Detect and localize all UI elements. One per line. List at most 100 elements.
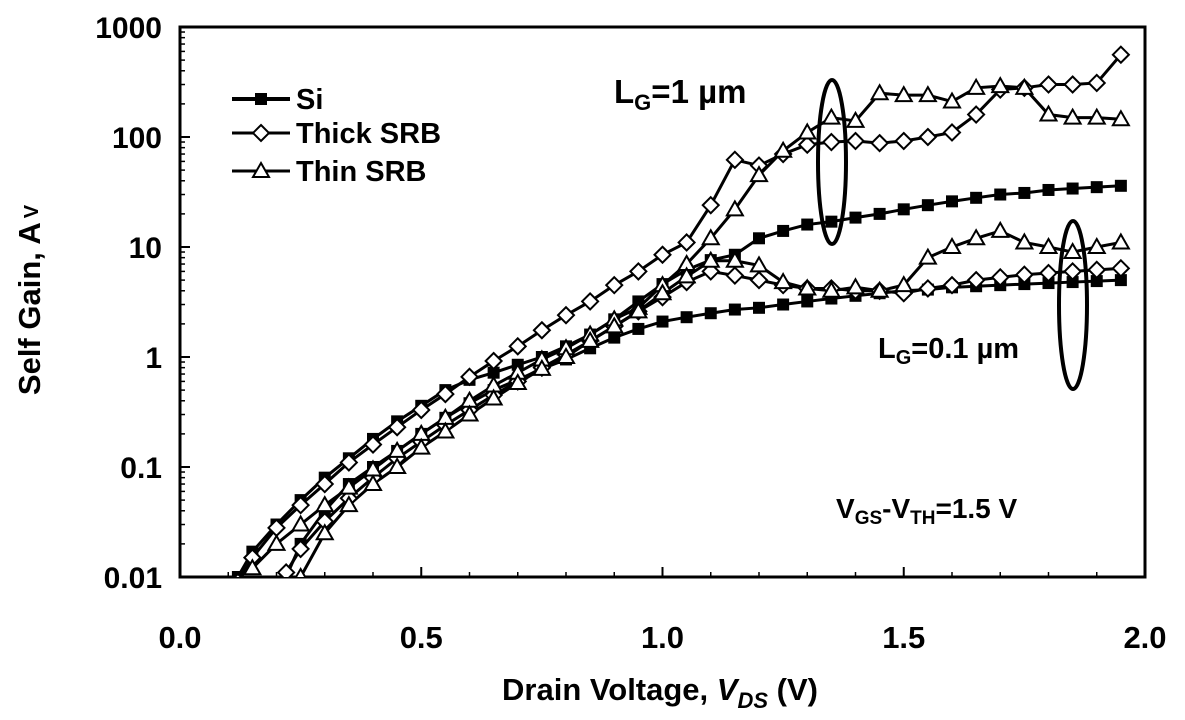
data-point-thin-srb [894,85,914,103]
data-point-thin-srb [580,330,600,348]
data-point-thin-srb [315,523,335,541]
x-tick-label: 1.0 [641,620,684,655]
x-axis-label: Drain Voltage, VDS (V) [502,672,818,713]
data-point-thin-srb [294,566,307,577]
data-point-thick-srb [749,270,769,290]
data-point-thin-srb [1111,109,1131,127]
data-point-si [680,311,693,324]
data-point-si [753,301,765,314]
data-point-si [897,203,910,216]
x-tick-label: 2.0 [1123,620,1166,655]
annotation-bias: VGS-VTH=1.5 V [836,493,1018,529]
data-point-thick-srb [411,400,431,420]
data-point-si [1018,186,1031,199]
data-point-thick-srb [966,105,986,124]
data-point-thin-srb [483,388,504,406]
data-point-thin-srb [773,140,793,158]
ellipse-lg-0-1um [1057,219,1089,391]
data-point-thick-srb [677,233,697,252]
data-point-thick-srb [291,495,311,515]
data-point-thin-srb [339,495,359,513]
data-point-thin-srb [966,228,986,246]
data-point-thick-srb [508,336,528,356]
data-point-thin-srb [1014,232,1035,250]
data-point-thin-srb [845,277,866,295]
data-point-thick-srb [918,127,938,147]
data-point-thin-srb [749,255,769,273]
data-point-thick-srb [797,135,817,155]
data-point-si [1090,275,1103,288]
legend-marker-si [255,93,267,105]
data-point-thick-srb [628,261,648,281]
data-point-thin-srb [821,107,842,125]
data-point-thick-srb [821,132,841,152]
data-point-thin-srb [387,456,407,474]
data-point-thick-srb [966,270,986,290]
data-point-thin-srb [1038,104,1059,122]
y-tick-label: 1 [145,342,162,375]
legend: Si Thick SRB Thin SRB [232,84,441,188]
data-point-thick-srb [942,275,962,295]
data-point-thick-srb [556,305,576,325]
data-point-thick-srb [1087,260,1107,280]
data-point-si [608,331,621,344]
data-point-thin-srb [652,283,673,301]
data-point-si [1042,183,1055,196]
legend-label-si: Si [296,84,323,116]
data-point-si [946,195,958,208]
data-point-thick-srb [387,417,407,437]
data-point-thin-srb [797,278,817,296]
data-point-si [873,207,886,220]
data-point-thin-srb [725,250,745,268]
ellipse-lg-1um [816,78,848,246]
data-point-thin-srb [990,220,1010,238]
legend-marker-thin-srb [251,160,271,178]
data-point-thin-srb [821,280,842,298]
data-point-thick-srb [1087,73,1107,93]
data-point-thick-srb [1014,265,1034,285]
data-point-thick-srb [1111,45,1131,65]
data-point-thick-srb [604,275,624,295]
data-point-si [1066,182,1079,195]
y-tick-label: 0.1 [120,452,162,485]
data-point-thick-srb [580,292,600,311]
data-point-thick-srb [725,266,745,285]
data-point-thin-srb [869,280,890,298]
data-point-thin-srb [845,110,866,128]
data-point-thin-srb [411,437,431,455]
data-point-thick-srb [460,367,479,387]
data-point-thin-srb [918,247,938,265]
annotation-lg-0-1um: LG=0.1 µm [878,333,1019,369]
data-point-thin-srb [604,316,624,334]
data-point-thick-srb [1039,263,1058,283]
data-point-si [777,224,790,237]
data-point-thick-srb [725,150,745,170]
annotation-lg-1um: LG=1 µm [614,73,746,115]
data-point-thin-srb [797,122,817,140]
data-point-thick-srb [435,384,455,404]
data-point-si [1066,276,1079,289]
data-point-thick-srb [363,435,383,454]
data-point-thin-srb [1062,107,1083,125]
data-point-thin-srb [532,358,552,376]
data-point-thick-srb [1063,261,1083,281]
data-point-thin-srb [749,165,769,183]
y-tick-labels: 0.01 0.1 1 10 100 1000 [95,12,162,595]
legend-marker-thick-srb [251,123,271,143]
y-tick-label: 1000 [95,12,162,45]
data-point-si [777,298,790,311]
data-point-si [728,303,741,316]
data-point-thin-srb [459,404,480,422]
series-line-si [284,278,1121,577]
legend-label-thin-srb: Thin SRB [296,156,427,188]
data-point-thick-srb [846,131,865,151]
data-point-thin-srb [918,85,938,103]
data-point-thin-srb [363,474,383,492]
data-point-thick-srb [315,474,335,494]
data-point-si [921,199,934,212]
series-layer [231,45,1131,577]
data-point-thin-srb [556,346,576,364]
x-tick-label: 1.5 [882,620,925,655]
data-point-thin-srb [387,440,407,458]
data-point-si [1042,277,1055,290]
